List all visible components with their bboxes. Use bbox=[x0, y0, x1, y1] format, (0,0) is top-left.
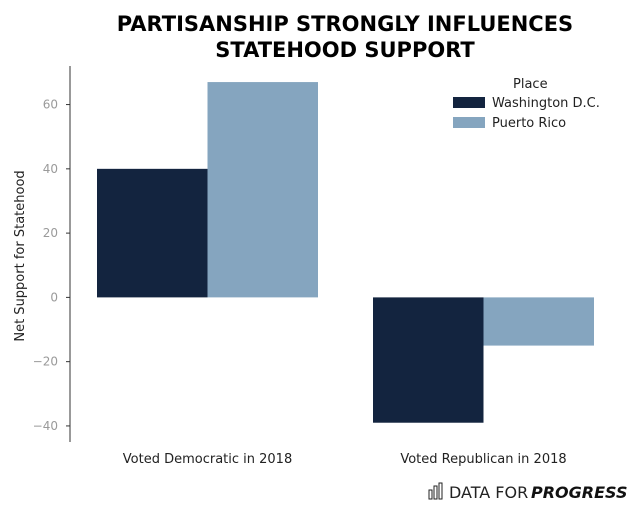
y-axis-ticks: 60 40 20 0 −20 −40 bbox=[33, 98, 70, 433]
chart-title: PARTISANSHIP STRONGLY INFLUENCES STATEHO… bbox=[117, 12, 573, 62]
brand-text-bold: PROGRESS bbox=[531, 483, 628, 502]
bar-washington-dc-democratic bbox=[97, 168, 208, 298]
y-axis-label: Net Support for Statehood bbox=[13, 170, 28, 341]
legend-items: Washington D.C. Puerto Rico bbox=[453, 96, 600, 131]
bar-washington-dc-republican bbox=[373, 297, 484, 423]
legend-label: Puerto Rico bbox=[492, 116, 566, 131]
brand-text-light: DATA FOR bbox=[449, 483, 528, 502]
legend-swatch bbox=[453, 117, 485, 128]
bars bbox=[97, 82, 594, 423]
legend-title: Place bbox=[513, 77, 548, 92]
y-tick-label: −40 bbox=[33, 419, 58, 433]
chart-title-line-2: STATEHOOD SUPPORT bbox=[215, 38, 475, 62]
y-tick-label: −20 bbox=[33, 355, 58, 369]
legend-label: Washington D.C. bbox=[492, 96, 600, 111]
y-tick-label: 20 bbox=[43, 226, 58, 240]
x-axis-category-labels: Voted Democratic in 2018 Voted Republican… bbox=[123, 452, 567, 467]
x-category-label: Voted Republican in 2018 bbox=[400, 452, 566, 467]
y-tick-label: 0 bbox=[50, 290, 58, 304]
bar-chart-logo-icon bbox=[428, 482, 443, 500]
legend-swatch bbox=[453, 97, 485, 108]
x-category-label: Voted Democratic in 2018 bbox=[123, 452, 292, 467]
y-tick-label: 60 bbox=[43, 98, 58, 112]
bar-puerto-rico-democratic bbox=[207, 82, 318, 298]
y-tick-label: 40 bbox=[43, 162, 58, 176]
bar-puerto-rico-republican bbox=[483, 297, 594, 346]
chart-title-line-1: PARTISANSHIP STRONGLY INFLUENCES bbox=[117, 12, 573, 36]
legend: Place Washington D.C. Puerto Rico bbox=[453, 77, 600, 131]
brand-logo: DATA FOR PROGRESS bbox=[428, 482, 628, 502]
